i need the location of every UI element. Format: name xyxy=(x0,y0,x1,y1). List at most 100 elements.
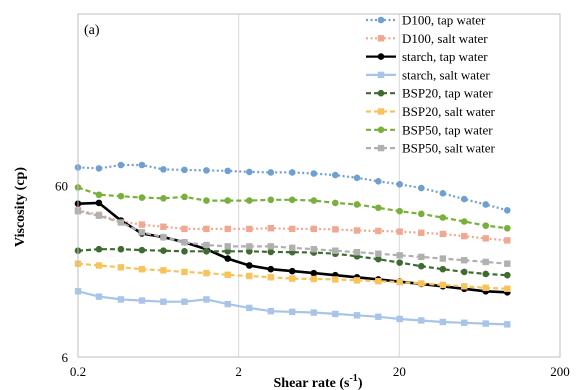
legend-swatch-marker xyxy=(377,35,385,42)
data-point xyxy=(288,169,296,176)
data-point xyxy=(117,264,125,271)
y-tick-label: 60 xyxy=(55,179,68,194)
plot-frame xyxy=(77,13,561,358)
data-point xyxy=(246,304,253,312)
data-point xyxy=(310,269,318,277)
x-tick-label: 0.2 xyxy=(70,364,86,379)
series-8 xyxy=(74,207,511,267)
data-point xyxy=(439,214,447,221)
data-point xyxy=(332,276,339,283)
data-point xyxy=(246,197,253,204)
legend-label: BSP20, salt water xyxy=(402,104,495,119)
x-axis-label-sup: -1 xyxy=(349,373,357,384)
data-point xyxy=(353,312,361,319)
data-point xyxy=(396,207,403,215)
data-point xyxy=(332,199,339,207)
data-point xyxy=(504,285,511,292)
data-point xyxy=(181,248,188,255)
data-point xyxy=(375,177,382,185)
data-point xyxy=(332,226,339,233)
legend-entry: BSP20, salt water xyxy=(366,104,495,119)
data-point xyxy=(460,218,468,225)
legend-entry: D100, salt water xyxy=(366,31,488,46)
data-point xyxy=(396,315,403,323)
data-point xyxy=(461,257,468,264)
data-point xyxy=(203,296,210,303)
data-point xyxy=(117,161,125,169)
legend-label: BSP50, tap water xyxy=(402,122,493,137)
series-4 xyxy=(74,288,511,328)
data-point xyxy=(246,168,253,176)
data-point xyxy=(504,271,511,279)
data-point xyxy=(267,196,275,204)
data-point xyxy=(95,293,103,300)
data-point xyxy=(138,194,146,201)
data-point xyxy=(310,225,317,233)
data-point xyxy=(203,269,210,277)
data-point xyxy=(504,224,511,232)
data-point xyxy=(267,265,275,273)
data-point xyxy=(482,201,490,208)
legend-entry: starch, salt water xyxy=(366,67,490,82)
data-point xyxy=(95,165,103,172)
legend-label: D100, salt water xyxy=(402,31,488,46)
data-point xyxy=(482,258,489,266)
data-point xyxy=(267,225,275,232)
data-point xyxy=(138,229,146,236)
legend-swatch-marker xyxy=(377,126,385,134)
x-axis-label-close: ) xyxy=(358,376,363,390)
data-point xyxy=(203,248,210,255)
data-point xyxy=(224,255,232,262)
data-point xyxy=(138,161,146,169)
legend-swatch-marker xyxy=(377,71,385,79)
legend-label: BSP20, tap water xyxy=(402,86,493,101)
data-point xyxy=(138,246,146,254)
data-point xyxy=(310,170,318,177)
data-point xyxy=(95,212,103,219)
data-point xyxy=(117,245,125,253)
legend-entry: BSP20, tap water xyxy=(366,86,493,101)
data-point xyxy=(504,237,511,244)
data-point xyxy=(95,191,103,199)
data-point xyxy=(439,318,447,326)
data-point xyxy=(353,174,361,182)
data-point xyxy=(396,259,403,266)
data-point xyxy=(160,267,167,274)
data-point xyxy=(224,248,232,255)
series-1 xyxy=(74,161,511,214)
data-point xyxy=(181,166,188,174)
data-point xyxy=(181,225,188,233)
legend-entry: starch, tap water xyxy=(366,49,488,64)
data-point xyxy=(289,275,296,282)
legend-label: starch, salt water xyxy=(402,67,490,82)
series-7 xyxy=(74,184,511,232)
data-point xyxy=(246,225,253,233)
data-point xyxy=(160,166,167,173)
data-point xyxy=(439,230,447,238)
series-6 xyxy=(74,260,511,292)
data-point xyxy=(418,317,425,324)
data-point xyxy=(310,309,317,316)
data-point xyxy=(224,271,231,278)
legend-swatch-marker xyxy=(377,108,385,115)
data-point xyxy=(439,281,447,289)
data-point xyxy=(246,248,253,255)
data-point xyxy=(288,267,296,275)
data-point xyxy=(353,227,361,234)
data-point xyxy=(203,225,210,233)
data-point xyxy=(504,321,511,328)
data-point xyxy=(267,248,275,256)
data-point xyxy=(160,298,167,305)
data-point xyxy=(353,249,361,256)
data-point xyxy=(160,247,167,255)
legend-swatch-marker xyxy=(377,16,385,24)
data-point xyxy=(310,275,317,283)
tick-labels: 0.2 2 20 200 6 60 xyxy=(55,179,570,380)
data-point xyxy=(482,222,490,229)
data-point xyxy=(396,180,403,188)
data-point xyxy=(482,284,489,291)
data-point xyxy=(332,310,339,318)
data-point xyxy=(267,307,275,315)
data-point xyxy=(203,197,210,204)
x-tick-label: 200 xyxy=(550,364,570,379)
